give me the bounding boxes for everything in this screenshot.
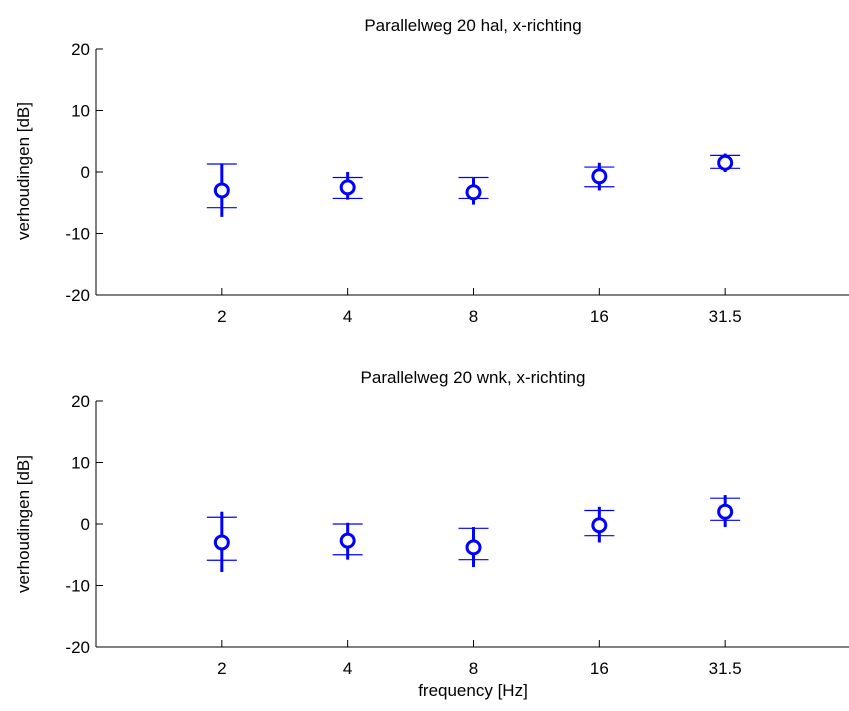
bottom-chart-panel: Parallelweg 20 wnk, x-richting verhoudin… — [14, 368, 849, 700]
bottom-xtick-label: 16 — [590, 659, 609, 678]
bottom-mean-marker — [465, 539, 482, 556]
bottom-mean-marker — [339, 532, 356, 549]
bottom-ytick-label: 0 — [81, 515, 90, 534]
bottom-xtick-label: 4 — [343, 659, 352, 678]
bottom-xtick-label: 2 — [217, 659, 226, 678]
top-mean-marker — [591, 168, 608, 185]
bottom-xtick-label: 8 — [469, 659, 478, 678]
top-mean-marker — [465, 184, 482, 201]
bottom-mean-marker — [591, 517, 608, 534]
bottom-ytick-label: 20 — [71, 392, 90, 411]
top-ytick-label: 10 — [71, 102, 90, 121]
top-mean-marker — [717, 154, 734, 171]
bottom-xtick-label: 31.5 — [709, 659, 742, 678]
top-xtick-label: 8 — [469, 307, 478, 326]
bottom-chart-ylabel: verhoudingen [dB] — [14, 455, 33, 593]
bottom-ytick-label: -10 — [65, 577, 90, 596]
top-xtick-label: 31.5 — [709, 307, 742, 326]
top-chart-title: Parallelweg 20 hal, x-richting — [364, 16, 581, 35]
top-xtick-label: 16 — [590, 307, 609, 326]
top-ytick-label: 0 — [81, 163, 90, 182]
bottom-ytick-label: -20 — [65, 638, 90, 657]
bottom-ytick-label: 10 — [71, 454, 90, 473]
bottom-chart-xlabel: frequency [Hz] — [418, 681, 528, 700]
bottom-mean-marker — [717, 503, 734, 520]
top-ytick-label: -20 — [65, 286, 90, 305]
bottom-chart-title: Parallelweg 20 wnk, x-richting — [361, 368, 586, 387]
top-chart-ylabel: verhoudingen [dB] — [14, 102, 33, 240]
top-xtick-label: 4 — [343, 307, 352, 326]
top-xtick-label: 2 — [217, 307, 226, 326]
bottom-mean-marker — [213, 534, 230, 551]
top-chart-panel: Parallelweg 20 hal, x-richting verhoudin… — [14, 16, 849, 326]
top-mean-marker — [339, 179, 356, 196]
top-ytick-label: 20 — [71, 40, 90, 59]
top-ytick-label: -10 — [65, 225, 90, 244]
top-mean-marker — [213, 182, 230, 199]
